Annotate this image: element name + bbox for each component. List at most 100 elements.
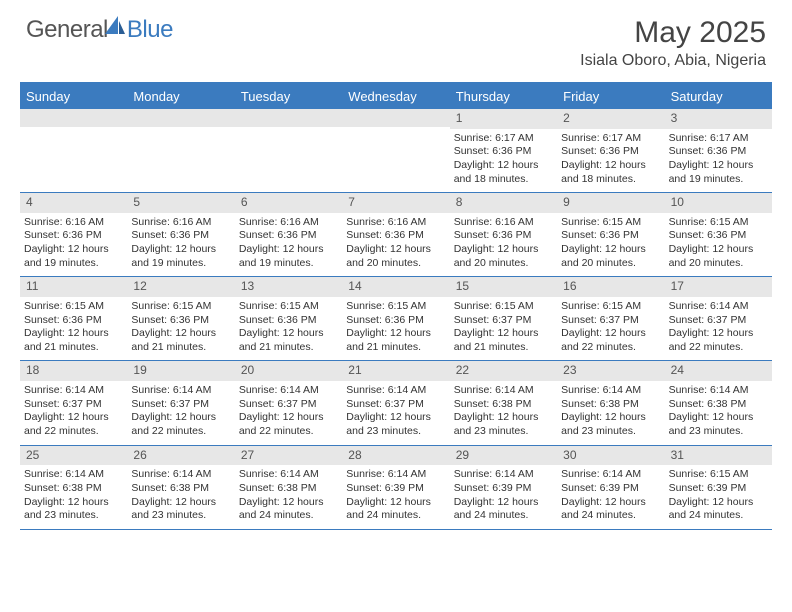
day-cell: 26Sunrise: 6:14 AMSunset: 6:38 PMDayligh… (127, 446, 234, 529)
day-number: 19 (127, 361, 234, 381)
sunrise-text: Sunrise: 6:17 AM (669, 132, 768, 146)
day-cell: 19Sunrise: 6:14 AMSunset: 6:37 PMDayligh… (127, 361, 234, 444)
day-cell: 21Sunrise: 6:14 AMSunset: 6:37 PMDayligh… (342, 361, 449, 444)
daylight-text: Daylight: 12 hours and 24 minutes. (561, 496, 660, 523)
day-number: 25 (20, 446, 127, 466)
sunrise-text: Sunrise: 6:14 AM (24, 468, 123, 482)
sunset-text: Sunset: 6:36 PM (239, 314, 338, 328)
sunrise-text: Sunrise: 6:15 AM (239, 300, 338, 314)
sunrise-text: Sunrise: 6:15 AM (561, 300, 660, 314)
daylight-text: Daylight: 12 hours and 20 minutes. (346, 243, 445, 270)
daylight-text: Daylight: 12 hours and 22 minutes. (239, 411, 338, 438)
day-cell: 16Sunrise: 6:15 AMSunset: 6:37 PMDayligh… (557, 277, 664, 360)
daylight-text: Daylight: 12 hours and 23 minutes. (24, 496, 123, 523)
sunrise-text: Sunrise: 6:14 AM (239, 384, 338, 398)
day-number: 29 (450, 446, 557, 466)
daylight-text: Daylight: 12 hours and 19 minutes. (131, 243, 230, 270)
calendar: Sunday Monday Tuesday Wednesday Thursday… (20, 82, 772, 530)
sunset-text: Sunset: 6:36 PM (131, 314, 230, 328)
daylight-text: Daylight: 12 hours and 23 minutes. (669, 411, 768, 438)
sunset-text: Sunset: 6:36 PM (239, 229, 338, 243)
day-cell: 5Sunrise: 6:16 AMSunset: 6:36 PMDaylight… (127, 193, 234, 276)
sunset-text: Sunset: 6:36 PM (24, 314, 123, 328)
daylight-text: Daylight: 12 hours and 24 minutes. (346, 496, 445, 523)
brand-logo: General Blue (26, 16, 173, 44)
day-number: 8 (450, 193, 557, 213)
day-cell: 6Sunrise: 6:16 AMSunset: 6:36 PMDaylight… (235, 193, 342, 276)
sunrise-text: Sunrise: 6:15 AM (131, 300, 230, 314)
day-number: 9 (557, 193, 664, 213)
day-number: 30 (557, 446, 664, 466)
brand-sail-icon (104, 15, 126, 35)
sunrise-text: Sunrise: 6:15 AM (454, 300, 553, 314)
daylight-text: Daylight: 12 hours and 24 minutes. (239, 496, 338, 523)
day-cell: 17Sunrise: 6:14 AMSunset: 6:37 PMDayligh… (665, 277, 772, 360)
dow-friday: Friday (557, 84, 664, 109)
header: General Blue May 2025 Isiala Oboro, Abia… (0, 0, 792, 76)
sunset-text: Sunset: 6:37 PM (454, 314, 553, 328)
day-cell: 4Sunrise: 6:16 AMSunset: 6:36 PMDaylight… (20, 193, 127, 276)
day-number: 12 (127, 277, 234, 297)
day-number: 14 (342, 277, 449, 297)
sunrise-text: Sunrise: 6:14 AM (346, 384, 445, 398)
day-number: 2 (557, 109, 664, 129)
day-number (235, 109, 342, 127)
sunset-text: Sunset: 6:37 PM (561, 314, 660, 328)
sunrise-text: Sunrise: 6:14 AM (669, 300, 768, 314)
sunset-text: Sunset: 6:36 PM (561, 229, 660, 243)
day-number: 7 (342, 193, 449, 213)
sunset-text: Sunset: 6:37 PM (24, 398, 123, 412)
daylight-text: Daylight: 12 hours and 19 minutes. (239, 243, 338, 270)
day-number: 31 (665, 446, 772, 466)
daylight-text: Daylight: 12 hours and 22 minutes. (24, 411, 123, 438)
day-cell: 8Sunrise: 6:16 AMSunset: 6:36 PMDaylight… (450, 193, 557, 276)
day-number: 28 (342, 446, 449, 466)
day-number: 10 (665, 193, 772, 213)
day-cell: 18Sunrise: 6:14 AMSunset: 6:37 PMDayligh… (20, 361, 127, 444)
daylight-text: Daylight: 12 hours and 20 minutes. (669, 243, 768, 270)
day-cell: 12Sunrise: 6:15 AMSunset: 6:36 PMDayligh… (127, 277, 234, 360)
sunrise-text: Sunrise: 6:16 AM (454, 216, 553, 230)
day-number: 26 (127, 446, 234, 466)
week-row: 11Sunrise: 6:15 AMSunset: 6:36 PMDayligh… (20, 277, 772, 361)
sunset-text: Sunset: 6:39 PM (454, 482, 553, 496)
day-cell: 22Sunrise: 6:14 AMSunset: 6:38 PMDayligh… (450, 361, 557, 444)
dow-thursday: Thursday (450, 84, 557, 109)
sunset-text: Sunset: 6:36 PM (669, 145, 768, 159)
day-cell: 30Sunrise: 6:14 AMSunset: 6:39 PMDayligh… (557, 446, 664, 529)
day-cell: 27Sunrise: 6:14 AMSunset: 6:38 PMDayligh… (235, 446, 342, 529)
sunset-text: Sunset: 6:36 PM (561, 145, 660, 159)
dow-tuesday: Tuesday (235, 84, 342, 109)
sunset-text: Sunset: 6:38 PM (239, 482, 338, 496)
day-cell (127, 109, 234, 192)
day-cell (342, 109, 449, 192)
location-text: Isiala Oboro, Abia, Nigeria (580, 52, 766, 70)
sunset-text: Sunset: 6:37 PM (131, 398, 230, 412)
sunset-text: Sunset: 6:37 PM (239, 398, 338, 412)
title-block: May 2025 Isiala Oboro, Abia, Nigeria (580, 16, 766, 70)
daylight-text: Daylight: 12 hours and 23 minutes. (454, 411, 553, 438)
sunrise-text: Sunrise: 6:15 AM (561, 216, 660, 230)
day-cell: 28Sunrise: 6:14 AMSunset: 6:39 PMDayligh… (342, 446, 449, 529)
daylight-text: Daylight: 12 hours and 19 minutes. (24, 243, 123, 270)
day-cell: 29 Sunrise: 6:14 AMSunset: 6:39 PMDayligh… (450, 446, 557, 529)
sunrise-text: Sunrise: 6:14 AM (346, 468, 445, 482)
daylight-text: Daylight: 12 hours and 21 minutes. (454, 327, 553, 354)
day-cell: 7Sunrise: 6:16 AMSunset: 6:36 PMDaylight… (342, 193, 449, 276)
daylight-text: Daylight: 12 hours and 23 minutes. (346, 411, 445, 438)
day-cell: 1Sunrise: 6:17 AMSunset: 6:36 PMDaylight… (450, 109, 557, 192)
month-title: May 2025 (580, 16, 766, 50)
daylight-text: Daylight: 12 hours and 18 minutes. (454, 159, 553, 186)
sunset-text: Sunset: 6:37 PM (669, 314, 768, 328)
sunset-text: Sunset: 6:36 PM (346, 229, 445, 243)
sunset-text: Sunset: 6:36 PM (24, 229, 123, 243)
day-number: 13 (235, 277, 342, 297)
sunrise-text: Sunrise: 6:14 AM (454, 468, 553, 482)
sunrise-text: Sunrise: 6:15 AM (669, 216, 768, 230)
daylight-text: Daylight: 12 hours and 24 minutes. (454, 496, 553, 523)
sunrise-text: Sunrise: 6:14 AM (669, 384, 768, 398)
day-number: 24 (665, 361, 772, 381)
week-row: 18Sunrise: 6:14 AMSunset: 6:37 PMDayligh… (20, 361, 772, 445)
day-cell: 2Sunrise: 6:17 AMSunset: 6:36 PMDaylight… (557, 109, 664, 192)
day-cell: 23Sunrise: 6:14 AMSunset: 6:38 PMDayligh… (557, 361, 664, 444)
